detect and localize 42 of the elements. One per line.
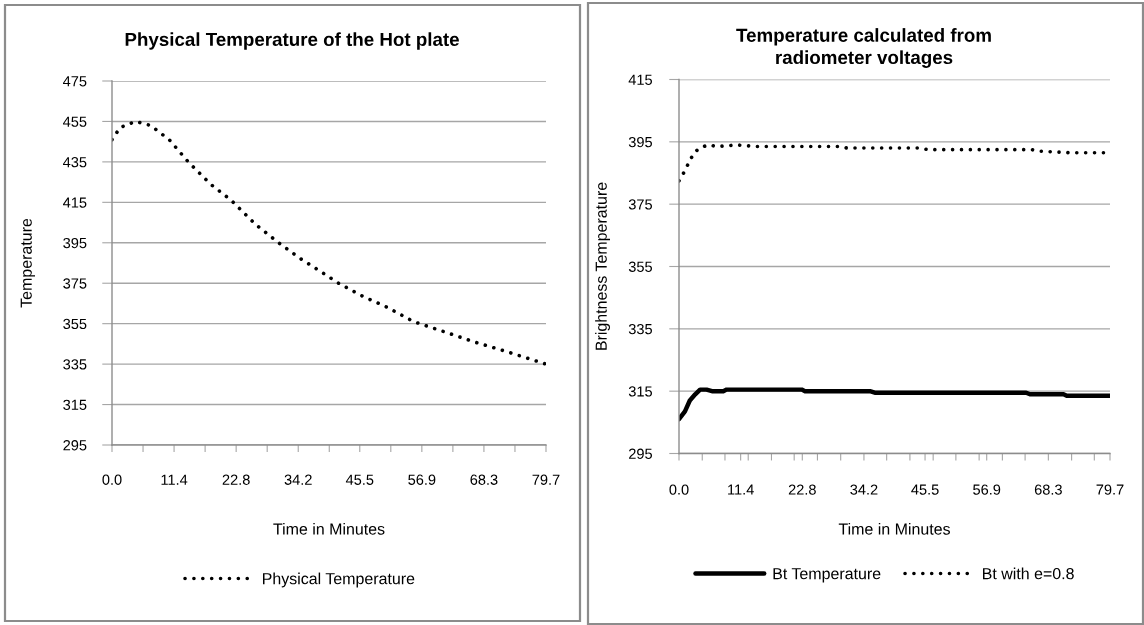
y-tick-label: 315 <box>63 399 87 410</box>
x-axis-title: Time in Minutes <box>273 523 385 535</box>
y-tick-label: 395 <box>63 237 87 249</box>
x-tick-label: 34.2 <box>284 474 312 485</box>
y-tick-label: 335 <box>628 323 652 335</box>
y-tick-label: 295 <box>629 448 652 459</box>
y-tick-label: 335 <box>63 359 87 370</box>
y-tick-label: 475 <box>63 76 87 87</box>
x-tick-label: 45.5 <box>911 484 939 495</box>
y-tick-label: 295 <box>63 440 87 451</box>
y-tick-label: 375 <box>628 199 652 210</box>
y-tick-label: 455 <box>63 116 87 127</box>
x-tick-label: 56.9 <box>973 484 1001 495</box>
x-tick-label: 68.3 <box>1034 484 1062 495</box>
x-tick-label: 79.7 <box>532 474 560 485</box>
x-tick-label: 11.4 <box>728 484 754 495</box>
x-tick-label: 22.8 <box>788 484 816 495</box>
chart-title: Temperature calculated from radiometer voltages <box>736 28 991 68</box>
y-tick-label: 355 <box>628 261 652 272</box>
y-tick-label: 435 <box>63 156 87 168</box>
x-tick-label: 45.5 <box>345 474 374 485</box>
x-tick-label: 0.0 <box>102 474 122 485</box>
x-tick-label: 79.7 <box>1096 484 1124 495</box>
legend-label: Bt Temperature <box>773 568 881 583</box>
x-axis-title: Time in Minutes <box>838 523 950 535</box>
x-tick-label: 0.0 <box>669 484 689 495</box>
x-tick-label: 68.3 <box>470 474 498 485</box>
y-tick-label: 415 <box>628 74 652 85</box>
x-tick-label: 34.2 <box>850 484 878 495</box>
chart-title: Physical Temperature of the Hot plate <box>125 32 459 50</box>
y-tick-label: 355 <box>63 318 87 330</box>
legend-label: Bt with e=0.8 <box>983 567 1074 580</box>
x-tick-label: 56.9 <box>408 474 436 485</box>
y-tick-label: 315 <box>628 386 652 397</box>
y-tick-label: 375 <box>63 278 87 289</box>
x-tick-label: 22.8 <box>222 474 250 485</box>
y-axis-title: Brightness Temperature <box>595 182 610 350</box>
y-tick-label: 395 <box>628 136 652 148</box>
legend-label: Physical Temperature <box>263 572 415 588</box>
y-tick-label: 415 <box>63 197 87 208</box>
x-tick-label: 11.4 <box>161 474 188 485</box>
y-axis-title: Temperature <box>20 218 35 308</box>
